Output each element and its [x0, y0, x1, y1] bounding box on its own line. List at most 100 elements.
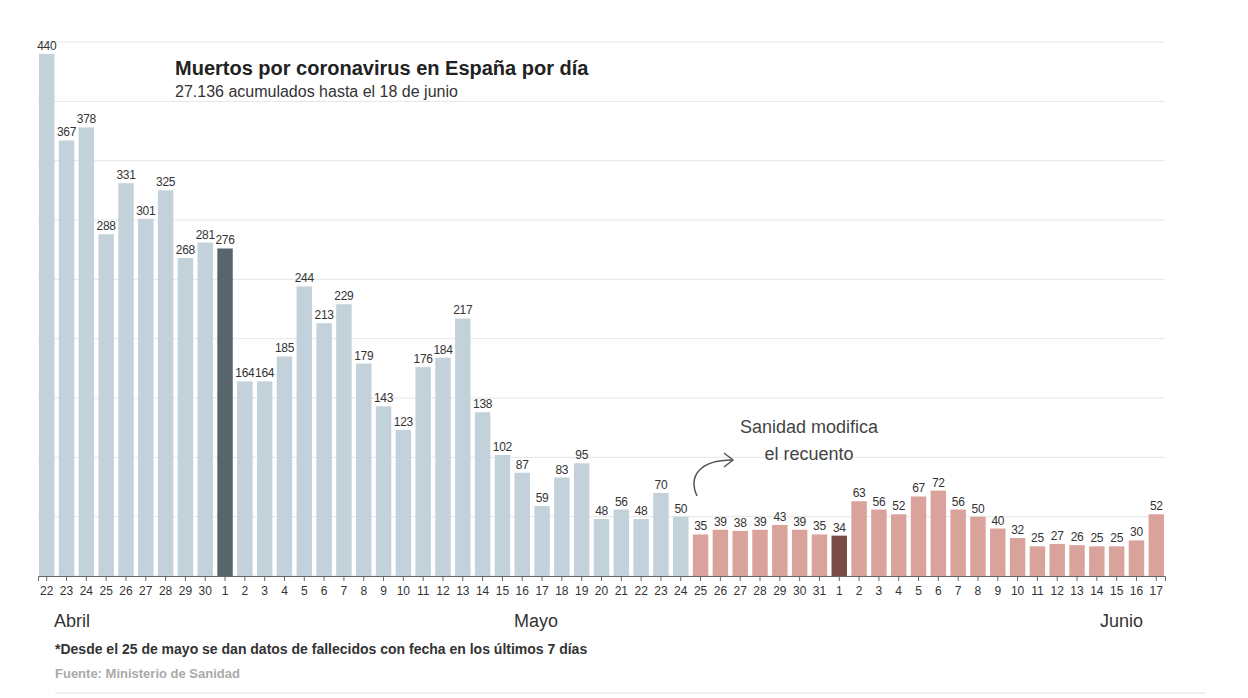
data-label: 56 — [615, 495, 628, 509]
grid — [38, 42, 1165, 576]
x-tick: 28 — [159, 576, 173, 598]
x-tick: 8 — [360, 576, 367, 598]
data-label: 83 — [555, 463, 568, 477]
x-tick: 20 — [595, 576, 609, 598]
bar — [812, 534, 827, 576]
data-label: 288 — [97, 219, 117, 233]
x-tick-mark — [145, 576, 146, 581]
data-label: 56 — [952, 495, 965, 509]
x-tick-mark — [502, 576, 503, 581]
bar — [950, 510, 965, 576]
x-tick-label: 16 — [1130, 584, 1144, 598]
bar — [752, 530, 767, 576]
data-label: 30 — [1130, 525, 1143, 539]
bar — [336, 304, 351, 576]
bar — [197, 243, 212, 576]
data-label: 34 — [833, 521, 846, 535]
data-label: 440 — [37, 39, 57, 53]
data-label: 179 — [354, 349, 374, 363]
bar — [792, 530, 807, 576]
x-tick-mark — [1017, 576, 1018, 581]
x-tick-label: 4 — [895, 584, 902, 598]
bar — [415, 367, 430, 576]
x-tick-label: 27 — [139, 584, 153, 598]
grid-line — [38, 42, 1165, 43]
x-tick-mark — [363, 576, 364, 581]
month-label: Abril — [54, 611, 90, 631]
bar — [851, 501, 866, 576]
x-tick-mark — [1096, 576, 1097, 581]
x-tick-mark — [680, 576, 681, 581]
data-label: 378 — [77, 112, 97, 126]
x-tick: 22 — [634, 576, 648, 598]
x-tick-label: 15 — [496, 584, 510, 598]
x-tick-label: 1 — [836, 584, 843, 598]
x-tick-mark — [1136, 576, 1137, 581]
bottom-rule — [55, 693, 1205, 694]
x-tick: 11 — [1031, 576, 1044, 598]
x-tick: 22 — [40, 576, 54, 598]
bar — [297, 286, 312, 576]
x-tick-label: 9 — [380, 584, 387, 598]
x-tick-label: 22 — [40, 584, 54, 598]
x-tick-label: 11 — [1031, 584, 1044, 598]
data-label: 185 — [275, 341, 295, 355]
x-tick-mark — [799, 576, 800, 581]
bar — [376, 406, 391, 576]
x-tick: 6 — [321, 576, 328, 598]
bar — [911, 496, 926, 576]
x-tick-label: 22 — [634, 584, 648, 598]
data-label: 56 — [873, 495, 886, 509]
grid-line — [38, 101, 1165, 102]
bar — [1109, 546, 1124, 576]
data-label: 268 — [176, 243, 196, 257]
x-tick-mark — [700, 576, 701, 581]
x-tick: 9 — [994, 576, 1001, 598]
bar — [39, 54, 54, 576]
x-tick: 19 — [575, 576, 589, 598]
x-tick: 1 — [222, 576, 229, 598]
x-tick-label: 17 — [535, 584, 549, 598]
x-tick: 11 — [417, 576, 430, 598]
data-label: 244 — [295, 271, 315, 285]
x-tick-mark — [1037, 576, 1038, 581]
x-tick-label: 14 — [1090, 584, 1104, 598]
annotation: Sanidad modificael recuento — [694, 417, 879, 496]
bar — [178, 258, 193, 576]
bar — [990, 529, 1005, 576]
bar — [98, 234, 113, 576]
data-label: 27 — [1051, 529, 1064, 543]
data-label: 325 — [156, 175, 176, 189]
x-tick: 21 — [615, 576, 629, 598]
x-tick-label: 2 — [856, 584, 863, 598]
x-tick-mark — [1057, 576, 1058, 581]
data-label: 35 — [694, 519, 707, 533]
x-tick-mark — [601, 576, 602, 581]
x-tick-mark — [225, 576, 226, 581]
data-label: 39 — [754, 515, 767, 529]
x-tick-mark — [997, 576, 998, 581]
x-tick-mark — [561, 576, 562, 581]
x-tick-label: 24 — [80, 584, 94, 598]
title: Muertos por coronavirus en España por dí… — [175, 57, 589, 79]
chart: 4403673782883313013252682812761641641852… — [0, 0, 1248, 698]
data-label: 184 — [433, 343, 453, 357]
data-label: 38 — [734, 516, 747, 530]
x-tick-mark — [383, 576, 384, 581]
x-tick-mark — [720, 576, 721, 581]
x-tick-label: 6 — [935, 584, 942, 598]
x-tick: 15 — [496, 576, 510, 598]
data-label: 229 — [334, 289, 354, 303]
x-tick-mark — [839, 576, 840, 581]
x-tick-mark — [343, 576, 344, 581]
x-tick: 12 — [436, 576, 450, 598]
data-label: 50 — [674, 502, 687, 516]
x-tick: 14 — [1090, 576, 1104, 598]
x-tick: 3 — [261, 576, 268, 598]
bar — [633, 519, 648, 576]
x-tick-label: 5 — [301, 584, 308, 598]
x-tick-mark — [1077, 576, 1078, 581]
data-label: 25 — [1110, 531, 1123, 545]
x-tick-label: 3 — [261, 584, 268, 598]
x-tick: 9 — [380, 576, 387, 598]
